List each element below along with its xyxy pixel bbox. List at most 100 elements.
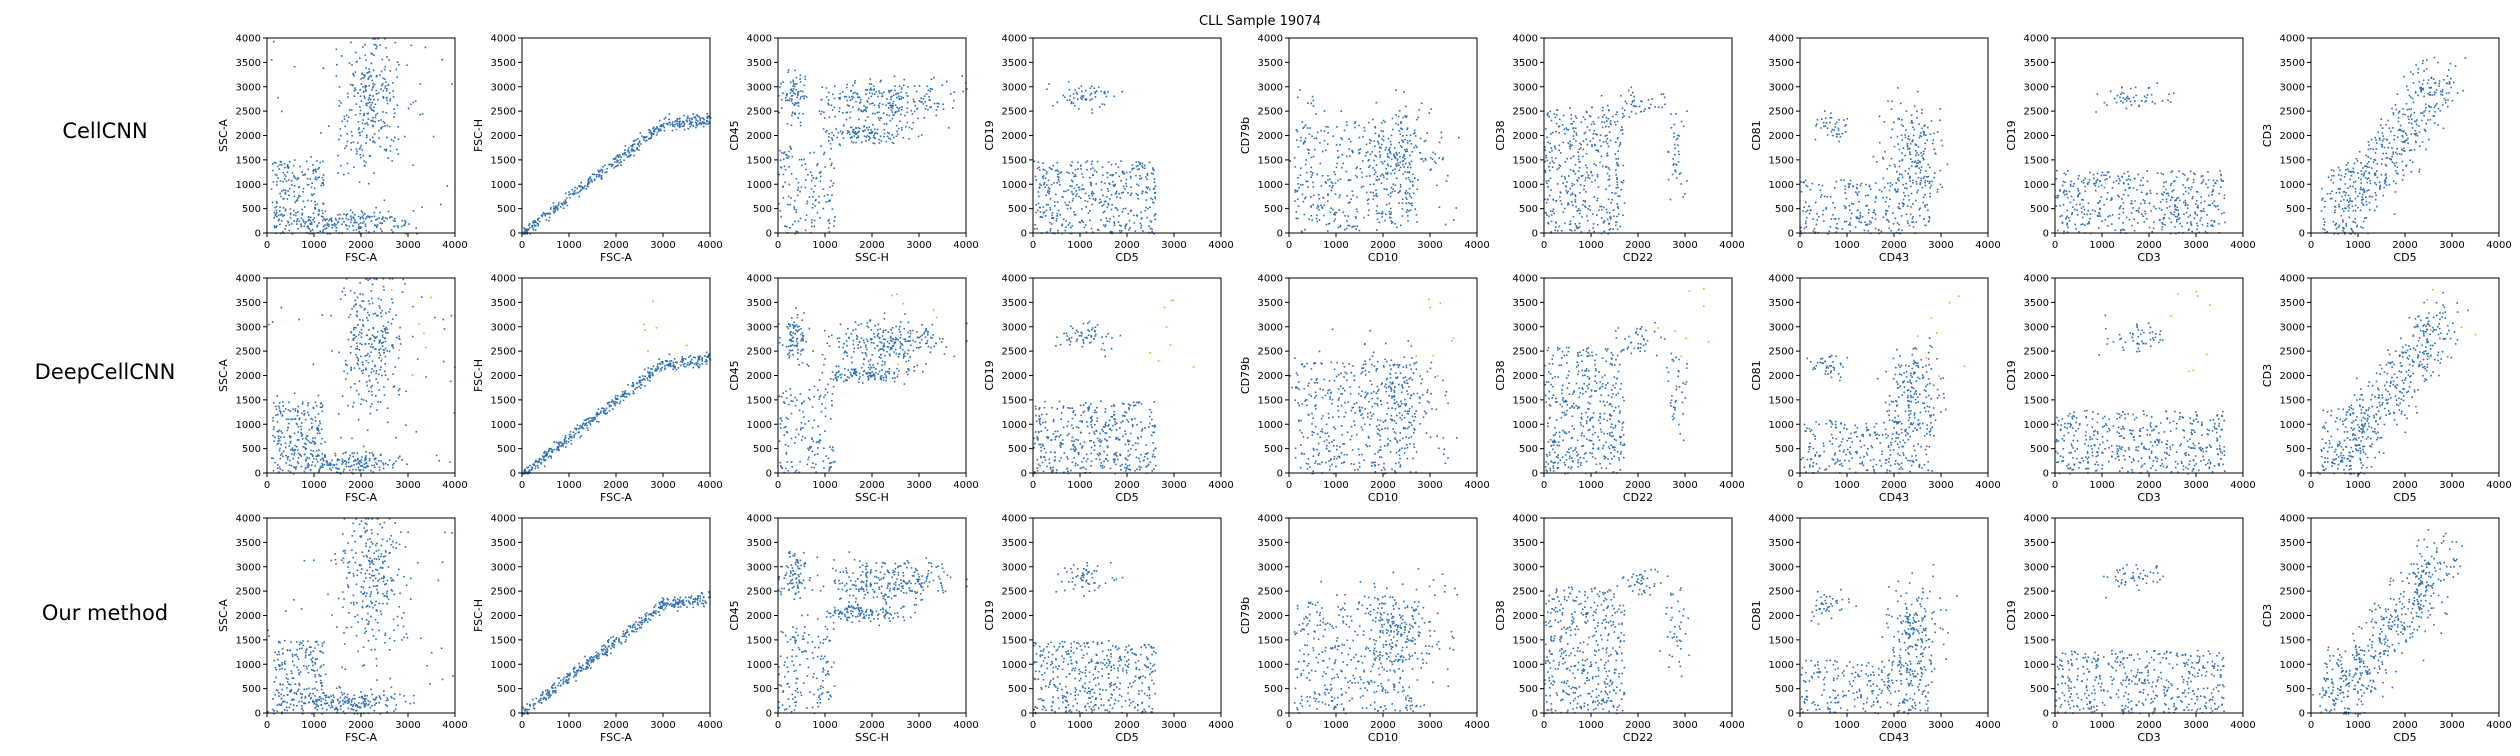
data-point <box>548 212 550 214</box>
data-point <box>2349 171 2352 173</box>
data-point <box>2158 207 2161 210</box>
x-tick-label: 1000 <box>556 240 581 251</box>
data-point <box>1083 226 1086 229</box>
data-point <box>382 111 384 113</box>
data-point <box>305 221 307 223</box>
data-point <box>368 76 370 78</box>
data-point <box>1142 190 1144 193</box>
data-point <box>1388 146 1391 149</box>
data-point <box>1670 113 1672 115</box>
data-point <box>370 220 373 222</box>
data-point <box>1362 185 1365 188</box>
data-point <box>1146 192 1148 194</box>
data-point <box>832 182 835 185</box>
data-point <box>2361 193 2364 196</box>
data-point <box>2382 194 2384 197</box>
data-point <box>1572 135 1575 137</box>
data-point <box>373 54 375 56</box>
data-point <box>2066 222 2068 225</box>
data-point <box>830 179 832 182</box>
data-point <box>1343 129 1346 132</box>
data-point <box>2412 82 2415 84</box>
data-point <box>553 207 556 210</box>
data-point <box>913 110 916 113</box>
data-point <box>314 168 317 171</box>
data-point <box>857 135 859 137</box>
data-point <box>373 133 376 135</box>
data-point <box>1365 152 1368 154</box>
data-point <box>1413 129 1416 132</box>
data-point <box>1354 225 1356 228</box>
data-point <box>1812 230 1815 232</box>
data-point <box>1356 210 1359 213</box>
y-tick-label: 1000 <box>491 180 516 191</box>
data-point <box>869 103 871 105</box>
data-point <box>1071 193 1074 196</box>
data-point <box>390 229 393 231</box>
data-point <box>1546 214 1548 216</box>
data-point <box>1906 187 1908 190</box>
data-point <box>1310 171 1312 173</box>
data-point <box>1345 121 1348 123</box>
data-point <box>861 141 863 144</box>
data-point <box>1934 172 1936 174</box>
data-point <box>1089 176 1091 179</box>
data-point <box>1384 149 1387 151</box>
data-point <box>1129 171 1131 173</box>
data-point <box>1386 163 1389 166</box>
data-point <box>865 93 867 96</box>
data-point <box>1339 224 1342 227</box>
data-point <box>907 86 909 88</box>
data-point <box>346 162 349 165</box>
data-point <box>313 187 316 190</box>
data-point <box>1907 194 1910 197</box>
data-point <box>350 131 353 133</box>
data-point <box>815 199 817 201</box>
x-tick-label: 4000 <box>442 240 467 251</box>
data-point <box>1569 143 1571 146</box>
data-point <box>1622 179 1625 182</box>
data-point <box>393 108 395 110</box>
data-point <box>1401 198 1404 201</box>
data-point <box>1900 215 1903 217</box>
data-point <box>791 111 794 114</box>
data-point <box>690 122 692 125</box>
data-point <box>1555 122 1558 125</box>
data-point <box>403 219 406 222</box>
data-point <box>1906 220 1909 222</box>
data-point <box>1143 164 1146 167</box>
data-point <box>1586 171 1588 174</box>
data-point <box>1099 106 1101 108</box>
data-point <box>2071 213 2073 216</box>
data-point <box>796 94 799 97</box>
data-point <box>275 200 278 203</box>
data-point <box>1410 197 1413 199</box>
data-point <box>2165 200 2168 203</box>
data-point <box>1321 206 1323 208</box>
data-point <box>1569 187 1572 190</box>
data-point <box>359 216 362 219</box>
data-point <box>1368 158 1370 161</box>
data-point <box>1608 131 1611 133</box>
data-point <box>1601 109 1604 112</box>
data-point <box>1327 230 1329 232</box>
data-point <box>782 81 784 83</box>
data-point <box>1333 171 1335 173</box>
data-point <box>1616 228 1619 231</box>
data-point <box>2414 133 2417 135</box>
data-point <box>787 71 789 73</box>
data-point <box>1890 108 1893 110</box>
data-point <box>924 108 927 110</box>
data-point <box>2118 207 2121 210</box>
data-point <box>1074 89 1076 91</box>
data-point <box>1153 187 1156 190</box>
data-point <box>883 135 885 138</box>
data-point <box>1858 191 1860 193</box>
data-point <box>1608 125 1610 128</box>
data-point <box>2396 148 2398 150</box>
data-point <box>1904 170 1907 172</box>
data-point <box>1574 163 1577 166</box>
data-point <box>1805 220 1807 223</box>
data-point <box>1081 95 1083 97</box>
data-point <box>1911 122 1914 124</box>
